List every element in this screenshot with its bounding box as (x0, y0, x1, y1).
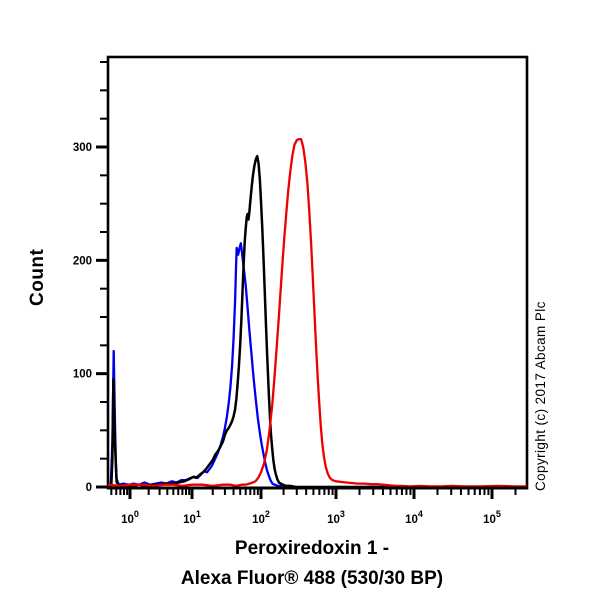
y-axis-tick-label: 0 (86, 482, 92, 494)
x-axis-tick-label: 100 (121, 509, 139, 526)
x-axis-tick-label: 101 (183, 509, 201, 526)
x-axis-tick-label: 102 (252, 509, 270, 526)
chart-title-line1: Peroxiredoxin 1 - (234, 538, 390, 559)
red-curve (108, 137, 527, 488)
black-curve (108, 154, 527, 488)
chart-title-line2: Alexa Fluor® 488 (530/30 BP) (180, 568, 444, 589)
x-axis-tick-label: 103 (327, 509, 345, 526)
x-axis-tick-label: 104 (405, 509, 423, 526)
x-axis-tick-label: 105 (483, 509, 501, 526)
copyright-notice: Copyright (c) 2017 Abcam Plc (533, 301, 548, 491)
y-axis-tick-label: 100 (73, 369, 92, 381)
plot-border (106, 55, 529, 490)
chart-title: Peroxiredoxin 1 - Alexa Fluor® 488 (530/… (12, 534, 600, 594)
y-axis-tick-label: 200 (73, 255, 92, 267)
y-axis-tick-label: 300 (73, 142, 92, 154)
